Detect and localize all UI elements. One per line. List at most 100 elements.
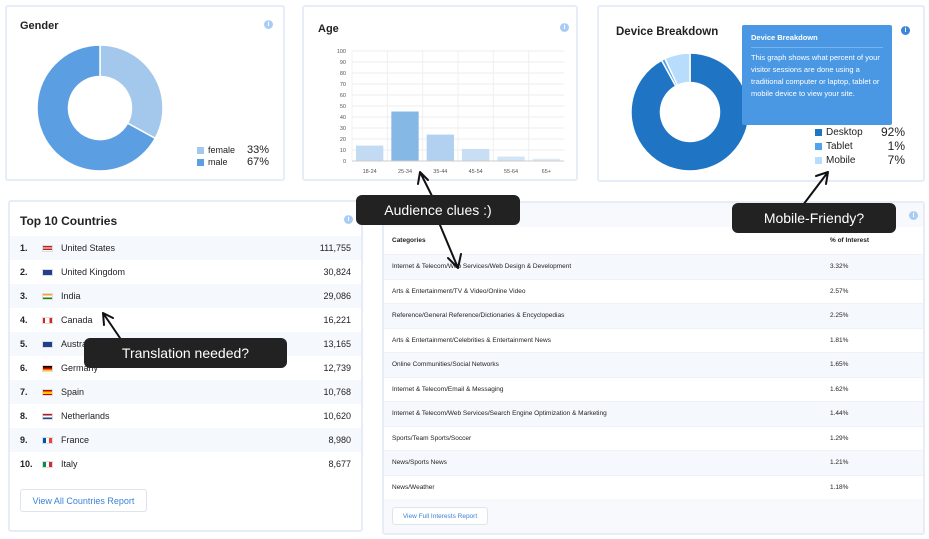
country-rank: 3.: [20, 291, 28, 301]
country-name: United Kingdom: [61, 267, 126, 277]
interest-pct: 1.21%: [830, 459, 849, 467]
callout-audience: Audience clues :): [356, 195, 520, 225]
flag-icon: [42, 460, 53, 468]
flag-icon: [42, 244, 53, 252]
info-icon[interactable]: i: [344, 215, 353, 224]
legend-label: Tablet: [826, 140, 853, 152]
country-name: Australia: [61, 339, 97, 349]
legend-pct: 1%: [887, 139, 905, 153]
country-name: India: [61, 291, 81, 301]
interest-category: Arts & Entertainment/Celebrities & Enter…: [392, 336, 551, 344]
column-header-interest: % of Interest: [830, 237, 870, 244]
bar-65+[interactable]: [532, 158, 560, 161]
country-name: United States: [61, 243, 116, 253]
slice-female[interactable]: [99, 45, 163, 140]
country-row: 4. Canada 16,221: [10, 308, 361, 332]
y-tick-label: 70: [340, 82, 346, 88]
gender-donut: [37, 45, 163, 171]
interest-pct: 1.65%: [830, 361, 849, 369]
view-all-countries-button[interactable]: View All Countries Report: [20, 489, 147, 512]
info-icon[interactable]: i: [560, 23, 569, 32]
legend-pct: 92%: [880, 125, 905, 139]
interest-pct: 3.32%: [830, 263, 849, 271]
callout-mobile: Mobile-Friendy?: [732, 203, 896, 233]
x-tick-label: 45-54: [469, 169, 483, 175]
tooltip-text: This graph shows what percent of your vi…: [751, 53, 880, 98]
interest-list: Internet & Telecom/Web Services/Web Desi…: [384, 254, 923, 499]
interest-row: Arts & Entertainment/TV & Video/Online V…: [384, 278, 923, 304]
country-name: Canada: [61, 315, 93, 325]
device-tooltip: Device Breakdown This graph shows what p…: [742, 25, 892, 125]
y-tick-label: 60: [340, 93, 346, 99]
bar-35-44[interactable]: [426, 134, 454, 161]
bar-55-64[interactable]: [497, 156, 525, 161]
interest-row: Sports/Team Sports/Soccer 1.29%: [384, 425, 923, 451]
country-row: 3. India 29,086: [10, 284, 361, 308]
country-row: 7. Spain 10,768: [10, 380, 361, 404]
country-rank: 5.: [20, 339, 28, 349]
country-name: Germany: [61, 363, 99, 373]
flag-icon: [42, 388, 53, 396]
interests-card: i Categories % of Interest Internet & Te…: [382, 201, 925, 535]
y-tick-label: 90: [340, 60, 346, 66]
gender-legend: female 33% male 67%: [197, 144, 269, 168]
country-name: Netherlands: [61, 411, 110, 421]
country-rank: 9.: [20, 435, 28, 445]
flag-icon: [42, 436, 53, 444]
info-icon[interactable]: i: [901, 26, 910, 35]
country-rank: 7.: [20, 387, 28, 397]
legend-label: female: [208, 145, 236, 155]
country-value: 8,980: [328, 435, 351, 445]
interest-category: Arts & Entertainment/TV & Video/Online V…: [392, 287, 526, 295]
interest-category: Internet & Telecom/Web Services/Web Desi…: [392, 263, 572, 271]
interest-category: News/Weather: [392, 483, 435, 491]
tooltip-title: Device Breakdown: [751, 32, 883, 48]
country-value: 30,824: [323, 267, 351, 277]
bar-25-34[interactable]: [391, 111, 419, 162]
legend-pct: 67%: [246, 156, 269, 168]
country-value: 8,677: [328, 459, 351, 469]
legend-label: Desktop: [826, 126, 863, 138]
country-name: France: [61, 435, 90, 445]
callout-translation: Translation needed?: [84, 338, 287, 368]
gender-title: Gender: [20, 20, 59, 32]
country-value: 12,739: [323, 363, 351, 373]
interest-category: Internet & Telecom/Email & Messaging: [392, 385, 504, 393]
legend-female: female 33%: [197, 144, 269, 156]
flag-icon: [42, 340, 53, 348]
y-tick-label: 10: [340, 148, 346, 154]
bar-18-24[interactable]: [356, 145, 384, 161]
interest-row: Internet & Telecom/Web Services/Web Desi…: [384, 254, 923, 279]
country-list: 1. United States 111,755 2. United Kingdom 30…: [10, 236, 361, 476]
country-row: 9. France 8,980: [10, 428, 361, 452]
country-value: 16,221: [323, 315, 351, 325]
info-icon[interactable]: i: [909, 211, 918, 220]
slice-Mobile[interactable]: [663, 53, 691, 87]
country-rank: 1.: [20, 243, 28, 253]
age-card: Age i 0 10 20 30 40 50 60 70 80 90 100 18-24 25-34 35…: [302, 5, 578, 181]
flag-icon: [42, 316, 53, 324]
bar-45-54[interactable]: [462, 148, 490, 161]
view-full-interests-button[interactable]: View Full Interests Report: [392, 507, 488, 525]
column-header-categories: Categories: [392, 237, 426, 244]
flag-icon: [42, 292, 53, 300]
interest-category: Sports/Team Sports/Soccer: [392, 434, 472, 442]
country-rank: 8.: [20, 411, 28, 421]
slice-male[interactable]: [37, 45, 157, 171]
country-name: Spain: [61, 387, 85, 397]
countries-title: Top 10 Countries: [20, 214, 118, 228]
legend-tablet: Tablet 1%: [815, 139, 905, 153]
y-tick-label: 20: [340, 137, 346, 143]
interest-pct: 1.44%: [830, 410, 849, 418]
interest-pct: 1.62%: [830, 385, 849, 393]
device-title: Device Breakdown: [616, 26, 719, 38]
interest-pct: 1.81%: [830, 336, 849, 344]
info-icon[interactable]: i: [264, 20, 273, 29]
y-tick-label: 0: [343, 159, 346, 165]
interest-row: Internet & Telecom/Email & Messaging 1.62…: [384, 376, 923, 402]
country-row: 6. Germany 12,739: [10, 356, 361, 380]
interest-row: Reference/General Reference/Dictionaries…: [384, 303, 923, 328]
gender-card: Gender i female 33% male 67%: [5, 5, 285, 181]
country-row: 2. United Kingdom 30,824: [10, 260, 361, 284]
